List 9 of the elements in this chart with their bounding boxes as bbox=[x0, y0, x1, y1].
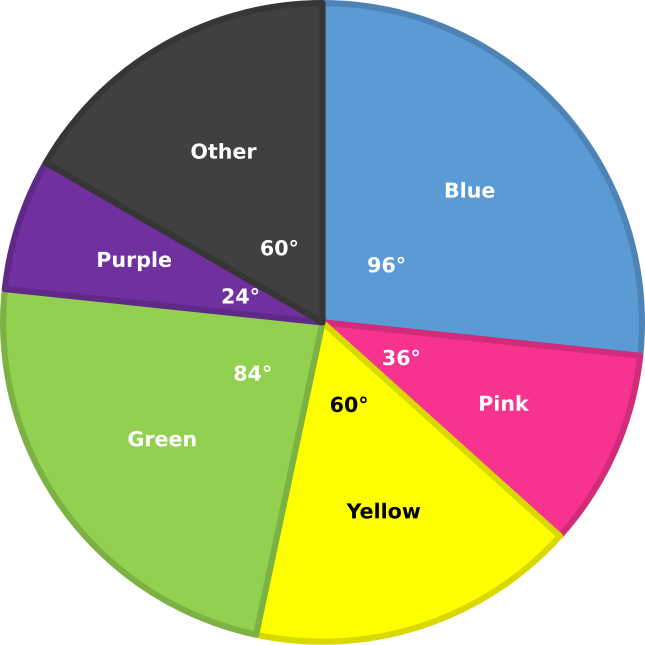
slice-label: Purple bbox=[98, 251, 172, 272]
slice-label: Yellow bbox=[346, 502, 420, 519]
slice-label: Green bbox=[128, 431, 196, 447]
data-label: 60° bbox=[261, 240, 298, 256]
data-label: 60° bbox=[330, 396, 367, 412]
slice-label: Other bbox=[191, 143, 256, 160]
data-label: 84° bbox=[234, 365, 270, 382]
data-label: 24° bbox=[222, 288, 258, 304]
slice-label: Pink bbox=[480, 395, 530, 411]
